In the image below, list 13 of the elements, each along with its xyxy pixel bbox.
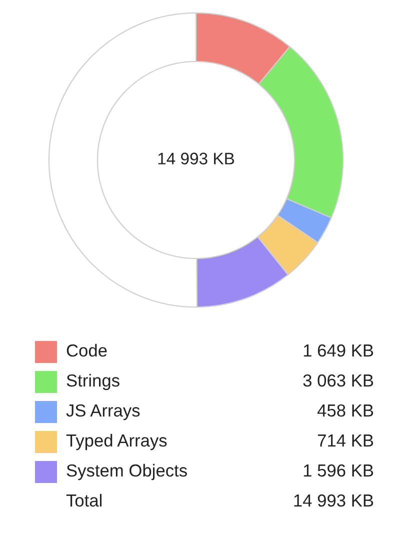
data-label: 3 063 KB <box>303 374 374 387</box>
text: Total <box>66 494 102 507</box>
data-label: 1 649 KB <box>304 344 374 357</box>
legend-label: JS Arrays <box>66 404 140 420</box>
legend-label: Typed Arrays <box>66 434 167 450</box>
legend-label: System Objects <box>66 464 187 480</box>
text: 14 993 KB <box>158 152 234 164</box>
legend-label: Code <box>66 344 107 357</box>
legend-label: Strings <box>66 374 120 390</box>
data-label: 458 KB <box>317 404 374 417</box>
data-label: 1 596 KB <box>304 464 374 477</box>
data-label: 714 KB <box>318 434 374 446</box>
text: 14 993 KB <box>294 494 374 507</box>
